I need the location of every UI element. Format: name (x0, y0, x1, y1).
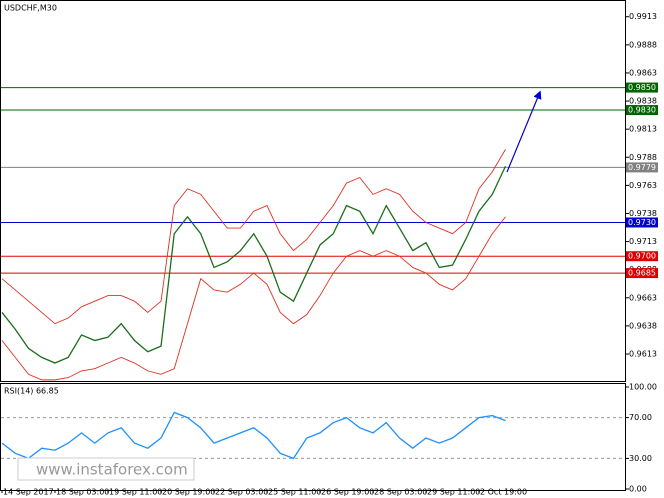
band-line (1, 149, 506, 325)
price-panel (0, 0, 626, 382)
x-tick-label: 18 Sep 03:00 (56, 488, 109, 497)
level-label: 0.9830 (628, 106, 656, 115)
level-label: 0.9685 (628, 269, 656, 278)
level-label: 0.9700 (628, 252, 656, 261)
y-tick-label: 0.9738 (629, 209, 657, 218)
y-tick-label: 0.9888 (629, 40, 657, 49)
watermark-box (17, 457, 195, 481)
y-tick-label: 0.9838 (629, 97, 657, 106)
x-tick-label: 29 Sep 11:00 (427, 488, 480, 497)
band-line (1, 216, 506, 381)
level-label-box (626, 251, 658, 262)
level-label-box (626, 268, 658, 279)
rsi-title: RSI(14) 66.85 (4, 387, 59, 396)
y-tick-label: 0.9663 (629, 293, 657, 302)
y-tick-label: 30.00 (629, 454, 652, 463)
level-label: 0.9779 (628, 163, 656, 172)
x-tick-label: 26 Sep 19:00 (321, 488, 374, 497)
y-tick-label: 0.9713 (629, 237, 657, 246)
x-tick-label: 20 Sep 19:00 (162, 488, 215, 497)
y-tick-label: 0.9613 (629, 350, 657, 359)
level-label-box (626, 105, 658, 116)
x-tick-label: 22 Sep 03:00 (215, 488, 268, 497)
y-tick-label: 0.00 (629, 485, 647, 494)
x-tick-label: 2 Oct 19:00 (480, 488, 527, 497)
x-tick-label: 25 Sep 11:00 (268, 488, 321, 497)
y-tick-label: 0.9863 (629, 68, 657, 77)
y-tick-label: 0.9638 (629, 321, 657, 330)
y-tick-label: 70.00 (629, 413, 652, 422)
x-tick-label: 19 Sep 11:00 (109, 488, 162, 497)
price-line (1, 165, 507, 364)
y-tick-label: 0.9813 (629, 125, 657, 134)
watermark: www.instaforex.com (36, 461, 188, 479)
forecast-arrow (506, 90, 542, 173)
level-label-box (626, 217, 658, 228)
chart-title: USDCHF,M30 (4, 4, 57, 13)
rsi-line (1, 411, 506, 460)
level-label-box (626, 82, 658, 93)
level-label-box (626, 162, 658, 173)
y-tick-label: 0.9913 (629, 12, 657, 21)
level-label: 0.9850 (628, 83, 656, 92)
level-label: 0.9730 (628, 218, 656, 227)
x-tick-label: 28 Sep 03:00 (374, 488, 427, 497)
y-tick-label: 100.00 (629, 383, 657, 392)
y-tick-label: 0.9763 (629, 181, 657, 190)
x-tick-label: 14 Sep 2017 (3, 488, 54, 497)
y-tick-label: 0.9788 (629, 153, 657, 162)
